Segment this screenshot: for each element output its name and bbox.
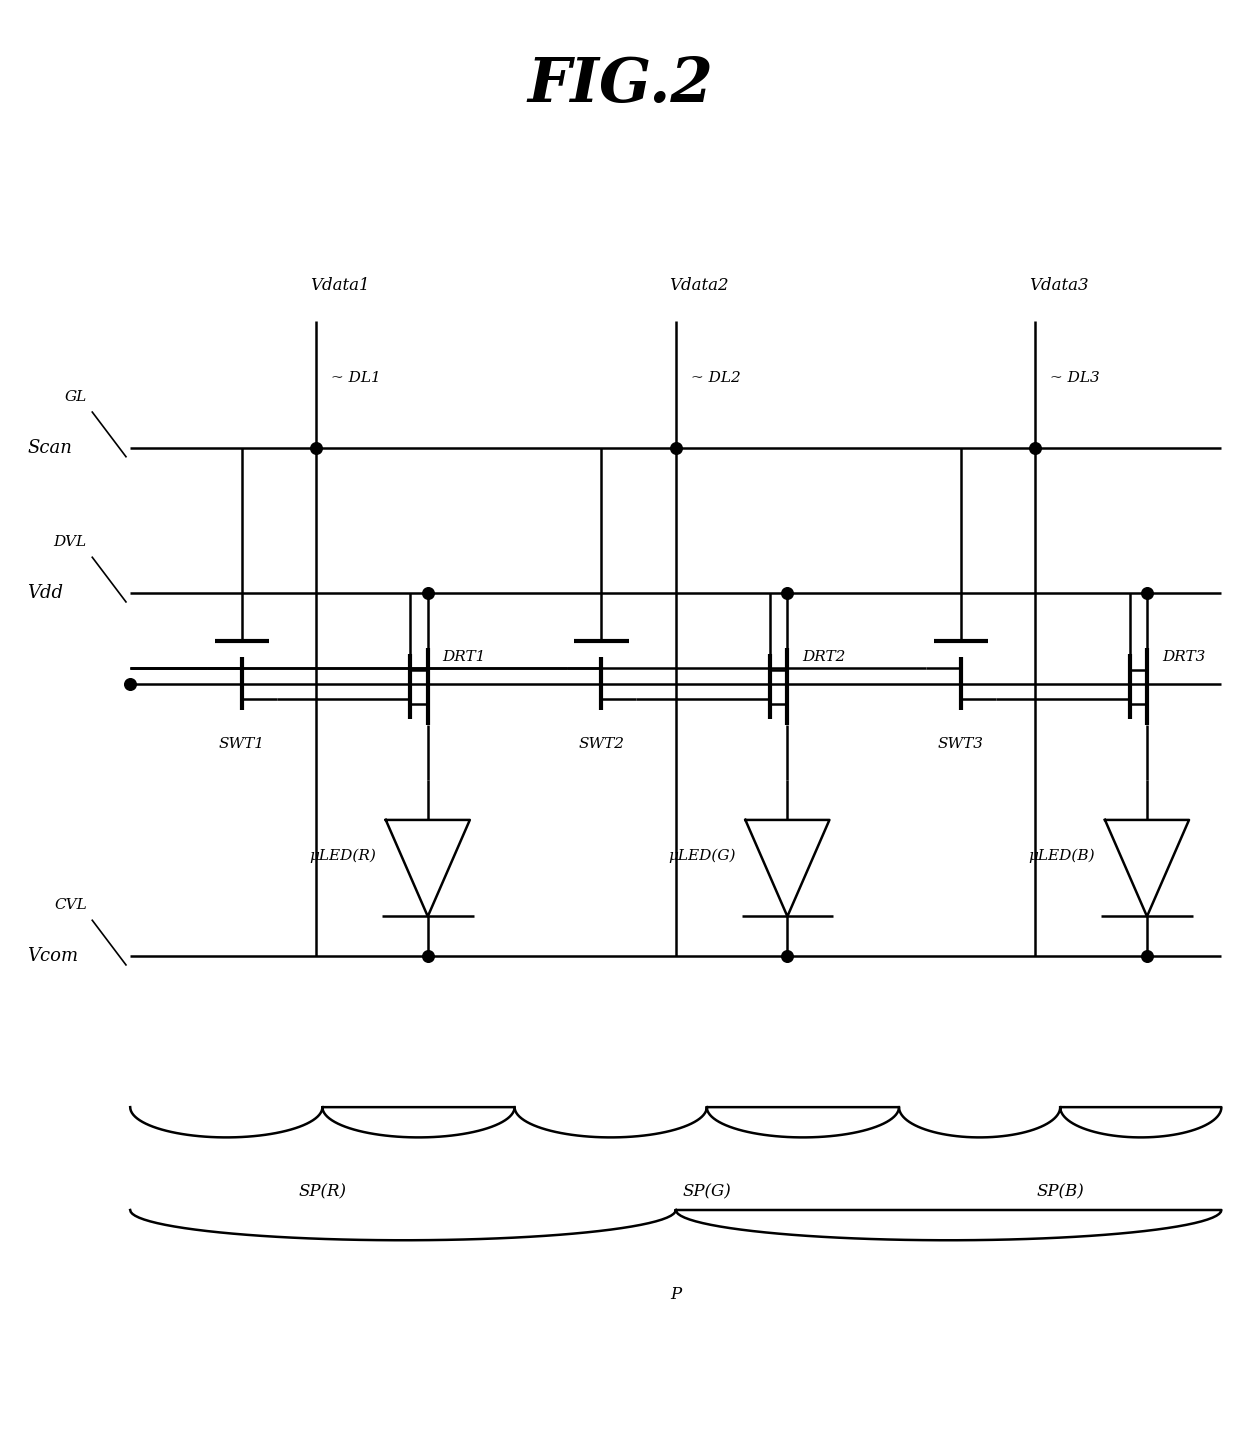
Text: Vdata1: Vdata1 <box>310 277 370 293</box>
Text: DRT2: DRT2 <box>802 649 846 664</box>
Text: SWT3: SWT3 <box>937 736 985 751</box>
Text: SP(R): SP(R) <box>299 1183 346 1201</box>
Text: ~ DL1: ~ DL1 <box>331 372 381 385</box>
Text: ~ DL2: ~ DL2 <box>691 372 740 385</box>
Text: GL: GL <box>64 391 87 404</box>
Polygon shape <box>1105 820 1189 916</box>
Polygon shape <box>386 820 470 916</box>
Point <box>1137 944 1157 967</box>
Point <box>777 944 797 967</box>
Text: μLED(B): μLED(B) <box>1028 849 1095 864</box>
Polygon shape <box>745 820 830 916</box>
Text: FIG.2: FIG.2 <box>527 55 713 115</box>
Text: CVL: CVL <box>55 899 87 912</box>
Point <box>306 436 326 459</box>
Text: μLED(G): μLED(G) <box>668 849 735 864</box>
Text: Scan: Scan <box>27 439 72 457</box>
Text: DRT3: DRT3 <box>1162 649 1205 664</box>
Text: Vdd: Vdd <box>27 584 63 603</box>
Text: SP(G): SP(G) <box>682 1183 732 1201</box>
Text: SWT1: SWT1 <box>218 736 265 751</box>
Text: Vdata3: Vdata3 <box>1029 277 1089 293</box>
Text: ~ DL3: ~ DL3 <box>1050 372 1100 385</box>
Point <box>120 672 140 696</box>
Point <box>418 944 438 967</box>
Text: Vcom: Vcom <box>27 947 78 966</box>
Point <box>666 436 686 459</box>
Text: SWT2: SWT2 <box>578 736 625 751</box>
Point <box>1025 436 1045 459</box>
Point <box>418 581 438 604</box>
Point <box>777 581 797 604</box>
Text: DVL: DVL <box>53 536 87 549</box>
Text: Vdata2: Vdata2 <box>670 277 729 293</box>
Point <box>1137 581 1157 604</box>
Text: SP(B): SP(B) <box>1037 1183 1084 1201</box>
Text: P: P <box>671 1286 681 1304</box>
Text: μLED(R): μLED(R) <box>309 849 376 864</box>
Text: DRT1: DRT1 <box>443 649 486 664</box>
